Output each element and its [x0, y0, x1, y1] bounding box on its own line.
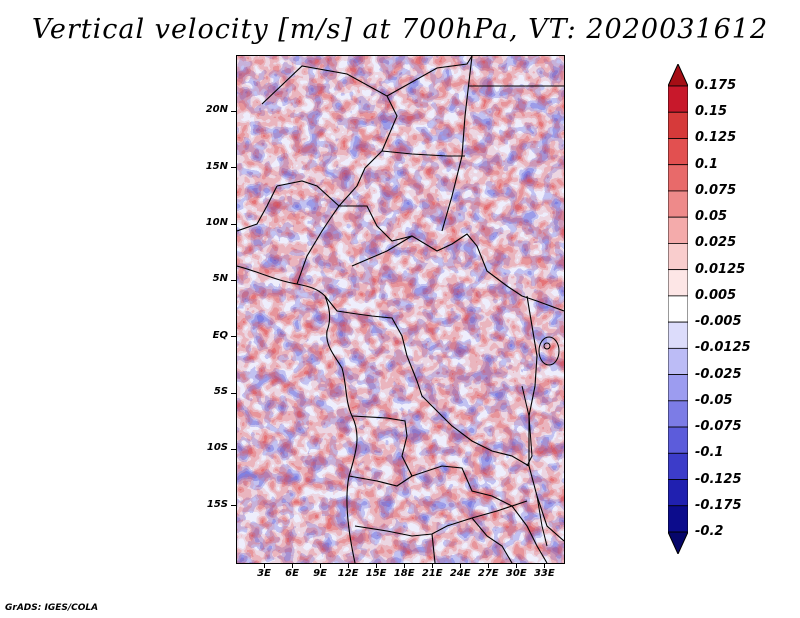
lon-tick: [263, 563, 265, 568]
lat-tick: [231, 167, 236, 169]
lat-tick: [231, 110, 236, 112]
colorbar-swatch: [668, 85, 688, 113]
colorbar-label: 0.05: [695, 209, 728, 225]
colorbar-label: -0.025: [695, 366, 742, 382]
colorbar-label: 0.075: [695, 182, 737, 198]
lon-tick: [291, 563, 293, 568]
colorbar-swatch: [668, 321, 688, 349]
lon-tick: [375, 563, 377, 568]
colorbar-top-arrow: [668, 64, 688, 87]
lat-label: 10S: [206, 442, 228, 454]
colorbar-label: 0.0125: [695, 261, 746, 277]
lon-label: 18E: [393, 568, 415, 579]
lat-label: EQ: [212, 329, 228, 341]
colorbar-swatch: [668, 347, 688, 375]
lon-label: 24E: [449, 568, 471, 579]
lon-tick: [431, 563, 433, 568]
lat-tick: [231, 505, 236, 507]
lat-label: 15N: [205, 160, 228, 172]
lon-label: 9E: [313, 568, 327, 579]
colorbar-label: -0.05: [695, 392, 733, 408]
colorbar-label: 0.175: [695, 78, 737, 93]
colorbar-swatch: [668, 243, 688, 271]
colorbar-bottom-arrow: [668, 531, 688, 554]
colorbar-label: -0.1: [695, 445, 724, 461]
lon-label: 3E: [257, 568, 271, 579]
lat-label: 5S: [213, 386, 228, 397]
lat-label: 15S: [206, 498, 228, 510]
lon-tick: [403, 563, 405, 568]
colorbar-swatch: [668, 426, 688, 454]
lon-label: 15E: [365, 568, 387, 579]
colorbar-swatch: [668, 452, 688, 480]
velocity-map: [236, 55, 565, 564]
grads-credit: GrADS: IGES/COLA: [5, 603, 99, 613]
colorbar-swatches: [668, 64, 688, 554]
colorbar-label: -0.075: [695, 419, 742, 435]
lon-tick: [487, 563, 489, 568]
colorbar-swatch: [668, 400, 688, 428]
lon-label: 27E: [477, 568, 499, 579]
lat-tick: [231, 448, 236, 450]
lat-tick: [231, 336, 236, 338]
lon-label: 12E: [337, 568, 359, 579]
country-borders: [237, 56, 564, 563]
colorbar-label: 0.15: [695, 104, 728, 120]
colorbar-swatch: [668, 190, 688, 218]
colorbar-label: 0.125: [695, 130, 737, 146]
colorbar-label: 0.025: [695, 235, 737, 251]
upward-motion-patches: [237, 56, 564, 563]
lon-tick: [319, 563, 321, 568]
lakes: [521, 336, 560, 547]
colorbar-label: 0.005: [695, 287, 737, 303]
map-title: Vertical velocity [m/s] at 700hPa, VT: 2…: [31, 14, 769, 45]
lon-tick: [515, 563, 517, 568]
colorbar-swatch: [668, 295, 688, 323]
colorbar-swatch: [668, 479, 688, 507]
lat-tick: [231, 223, 236, 225]
colorbar-swatch: [668, 111, 688, 139]
colorbar-label: -0.005: [695, 314, 742, 330]
colorbar-swatch: [668, 269, 688, 297]
lat-label: 20N: [205, 104, 228, 116]
lon-tick: [347, 563, 349, 568]
lat-label: 10N: [205, 217, 228, 228]
colorbar-label: -0.0125: [695, 340, 751, 356]
lon-label: 30E: [505, 568, 527, 579]
colorbar-label: -0.125: [695, 471, 742, 487]
velocity-field: [237, 56, 564, 563]
colorbar-swatch: [668, 164, 688, 192]
lon-tick: [543, 563, 545, 568]
lat-tick: [231, 279, 236, 281]
colorbar-swatch: [668, 374, 688, 402]
lat-tick: [231, 392, 236, 394]
colorbar-label: -0.175: [695, 497, 742, 513]
lon-label: 33E: [533, 568, 555, 579]
colorbar-swatch: [668, 505, 688, 533]
lon-tick: [459, 563, 461, 568]
colorbar-label: -0.2: [695, 524, 724, 539]
lon-label: 6E: [285, 568, 299, 579]
lat-label: 5N: [212, 273, 228, 285]
colorbar-label: 0.1: [695, 156, 719, 172]
colorbar-swatch: [668, 216, 688, 244]
colorbar-swatch: [668, 138, 688, 166]
lon-label: 21E: [421, 568, 443, 579]
